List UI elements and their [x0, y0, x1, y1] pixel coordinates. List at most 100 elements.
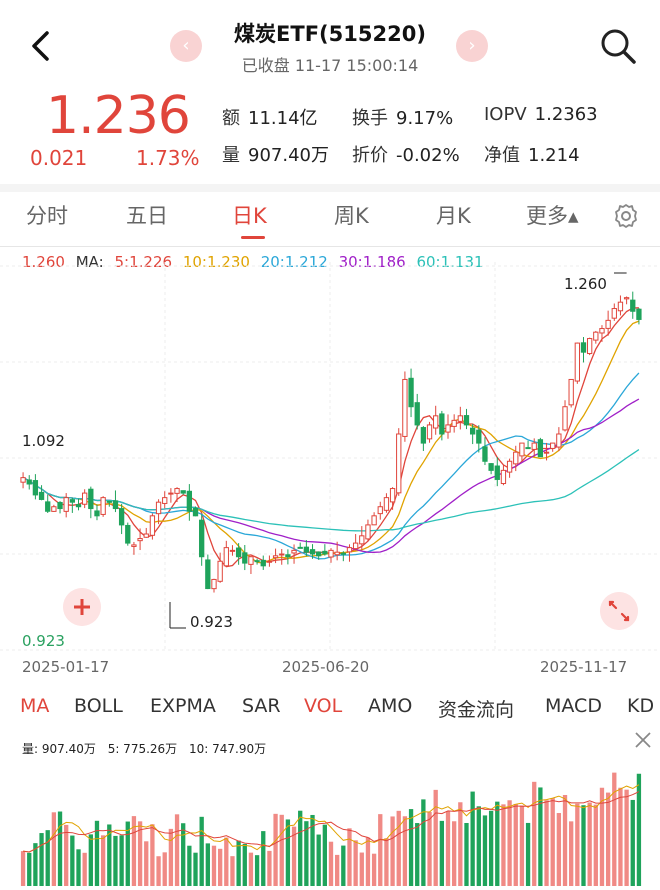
candle-body [303, 546, 310, 553]
candle-body [550, 442, 556, 449]
candle-body [279, 553, 285, 556]
volume-bar [612, 772, 617, 886]
volume-bar [316, 834, 321, 886]
volume-bar [384, 838, 389, 886]
candle-body [396, 433, 402, 494]
volume-bar [519, 805, 525, 886]
volume-bar [254, 855, 260, 886]
volume-bar [304, 821, 309, 886]
candle-body [180, 490, 186, 494]
indicator-kd[interactable]: KD [627, 695, 655, 717]
tab-five-day[interactable]: 五日 [126, 204, 168, 228]
indicator-macd[interactable]: MACD [545, 695, 602, 717]
volume-bar [131, 816, 137, 886]
indicator-amo[interactable]: AMO [368, 695, 413, 717]
candle-body [82, 492, 88, 505]
candle-body [617, 301, 624, 312]
back-arrow-icon[interactable] [24, 28, 60, 64]
gear-icon[interactable] [612, 202, 640, 230]
candle-body [69, 499, 76, 503]
volume-bar [20, 851, 26, 886]
volume-bar [599, 787, 605, 886]
close-icon[interactable] [633, 730, 653, 750]
candle-body [94, 510, 100, 517]
volume-bar [205, 843, 210, 886]
plus-icon[interactable] [63, 588, 101, 626]
volume-bar [82, 852, 87, 886]
tab-more[interactable]: 更多▴ [526, 204, 579, 228]
candle-body [439, 413, 445, 435]
indicator-boll[interactable]: BOLL [74, 695, 123, 717]
volume-bar [470, 791, 475, 886]
candle-body [112, 500, 119, 510]
x-axis-label-end: 2025-11-17 [540, 658, 628, 676]
volume-bar [464, 822, 469, 886]
chart-high-label: 1.260 [564, 275, 607, 293]
volume-bar [335, 854, 340, 886]
candle-body [445, 424, 451, 433]
candle-body [51, 506, 57, 512]
volume-bar [402, 816, 408, 886]
volume-bar [618, 787, 623, 886]
candle-body [205, 559, 211, 590]
volume-bar [76, 849, 81, 886]
volume-bar [550, 798, 555, 886]
candle-body [26, 479, 32, 485]
candle-body [433, 415, 439, 429]
candlestick-chart[interactable]: 1.260 1.092 0.923 0.923 [0, 262, 660, 692]
volume-bar [267, 850, 272, 886]
candle-body [316, 551, 322, 557]
volume-bar [421, 799, 426, 886]
candle-body [38, 491, 45, 500]
stat-iopv: IOPV 1.2363 [484, 104, 598, 125]
indicator-capital-flow[interactable]: 资金流向 [438, 699, 515, 721]
stat-turnover-amount: 额 11.14亿 [222, 108, 318, 129]
candle-body [217, 560, 223, 582]
volume-bar [476, 806, 481, 886]
candle-body [229, 549, 236, 552]
market-status: 已收盘 11-17 15:00:14 [241, 56, 419, 75]
volume-chart[interactable] [0, 752, 660, 890]
search-icon[interactable] [598, 26, 638, 66]
volume-bar [279, 814, 284, 886]
candle-body [463, 415, 470, 426]
stat-nav: 净值 1.214 [484, 145, 580, 166]
candle-body [45, 501, 51, 512]
indicator-ma[interactable]: MA [20, 695, 50, 717]
candle-body [186, 490, 193, 512]
ma20-line [22, 372, 640, 560]
candle-body [63, 497, 69, 512]
volume-bar [174, 814, 180, 886]
volume-bar [439, 820, 445, 886]
tab-intraday[interactable]: 分时 [26, 204, 68, 228]
candle-body [420, 427, 427, 444]
candle-body [266, 560, 273, 563]
indicator-expma[interactable]: EXPMA [150, 695, 216, 717]
tab-monthly-k[interactable]: 月K [436, 204, 471, 228]
next-stock-button[interactable]: › [456, 30, 488, 62]
volume-bar [501, 804, 506, 886]
volume-bar [51, 812, 57, 886]
tab-daily-k[interactable]: 日K [232, 204, 267, 228]
volume-bar [57, 811, 63, 886]
page-title: 煤炭ETF(515220) [234, 22, 426, 46]
candle-body [593, 331, 599, 341]
fullscreen-icon[interactable] [600, 592, 638, 630]
volume-bar [113, 835, 118, 886]
candle-body [482, 446, 488, 462]
candle-body [328, 549, 334, 558]
tab-weekly-k[interactable]: 周K [334, 204, 369, 228]
indicator-sar[interactable]: SAR [242, 695, 281, 717]
candle-body [125, 524, 131, 544]
volume-bar [371, 853, 377, 886]
volume-bar [458, 802, 463, 886]
indicator-vol[interactable]: VOL [304, 695, 343, 717]
candle-body [334, 551, 340, 556]
candle-body [630, 299, 636, 312]
candle-body [254, 560, 260, 563]
volume-bar [88, 834, 93, 886]
candle-body [562, 406, 568, 431]
candle-body [131, 544, 137, 547]
x-axis-label-mid: 2025-06-20 [282, 658, 370, 676]
prev-stock-button[interactable]: ‹ [170, 30, 202, 62]
